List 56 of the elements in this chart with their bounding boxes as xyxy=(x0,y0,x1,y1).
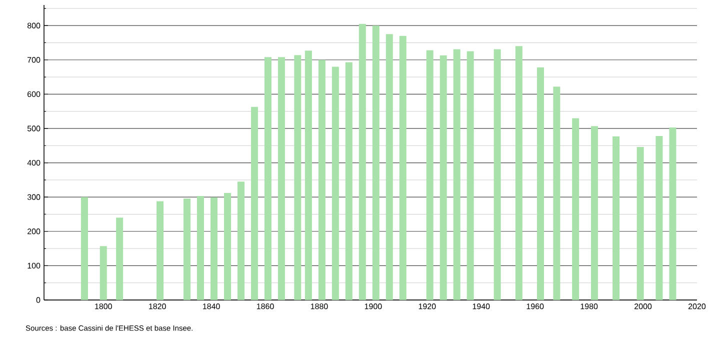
bar xyxy=(264,57,272,300)
bar xyxy=(318,60,326,300)
x-tick-label: 1820 xyxy=(149,304,166,310)
y-tick-label: 700 xyxy=(28,57,40,63)
bar xyxy=(197,196,204,300)
x-tick-label: 1940 xyxy=(472,304,490,310)
x-tick-label: 1960 xyxy=(526,304,544,310)
x-tick-label: 1900 xyxy=(364,304,382,310)
x-tick-label: 1860 xyxy=(256,304,274,310)
y-tick-label: 800 xyxy=(27,22,40,28)
bar xyxy=(332,66,339,300)
bar xyxy=(494,49,501,300)
bar xyxy=(156,201,164,300)
x-tick-label: 1840 xyxy=(203,304,220,310)
x-tick-label: 2000 xyxy=(634,304,652,310)
bar xyxy=(426,50,434,300)
bar xyxy=(358,24,366,300)
x-tick-label: 1880 xyxy=(310,304,328,310)
bar xyxy=(100,246,107,300)
bar xyxy=(345,62,352,300)
bar xyxy=(250,106,258,300)
bar xyxy=(278,57,285,300)
bar xyxy=(210,197,218,300)
y-tick-label: 300 xyxy=(27,194,40,200)
bar xyxy=(237,182,244,300)
bar xyxy=(466,51,474,300)
bar xyxy=(116,218,124,300)
bar xyxy=(572,118,580,300)
x-tick-label: 1980 xyxy=(580,304,598,310)
bar xyxy=(656,136,663,300)
bar xyxy=(553,86,560,300)
bar xyxy=(669,127,676,300)
bar xyxy=(453,49,460,300)
bar xyxy=(440,55,447,300)
x-tick-label: 2020 xyxy=(688,304,706,310)
bar xyxy=(304,50,312,300)
bar xyxy=(399,36,406,300)
bar xyxy=(372,26,380,300)
bar xyxy=(224,192,231,300)
bar xyxy=(590,126,598,300)
bar xyxy=(536,67,544,300)
bar xyxy=(612,136,620,300)
y-tick-label: 100 xyxy=(28,262,40,269)
x-tick-label: 1920 xyxy=(418,304,436,310)
y-tick-label: 600 xyxy=(28,91,40,98)
y-tick-label: 0 xyxy=(36,297,40,303)
bar xyxy=(386,34,393,300)
bar xyxy=(515,46,522,300)
bar xyxy=(80,197,88,300)
bar xyxy=(294,55,302,300)
bar xyxy=(636,147,644,300)
y-tick-label: 200 xyxy=(28,228,40,234)
x-tick-label: 1800 xyxy=(95,304,112,310)
y-tick-label: 400 xyxy=(27,160,40,166)
y-tick-label: 500 xyxy=(27,126,40,132)
bar xyxy=(184,198,191,300)
